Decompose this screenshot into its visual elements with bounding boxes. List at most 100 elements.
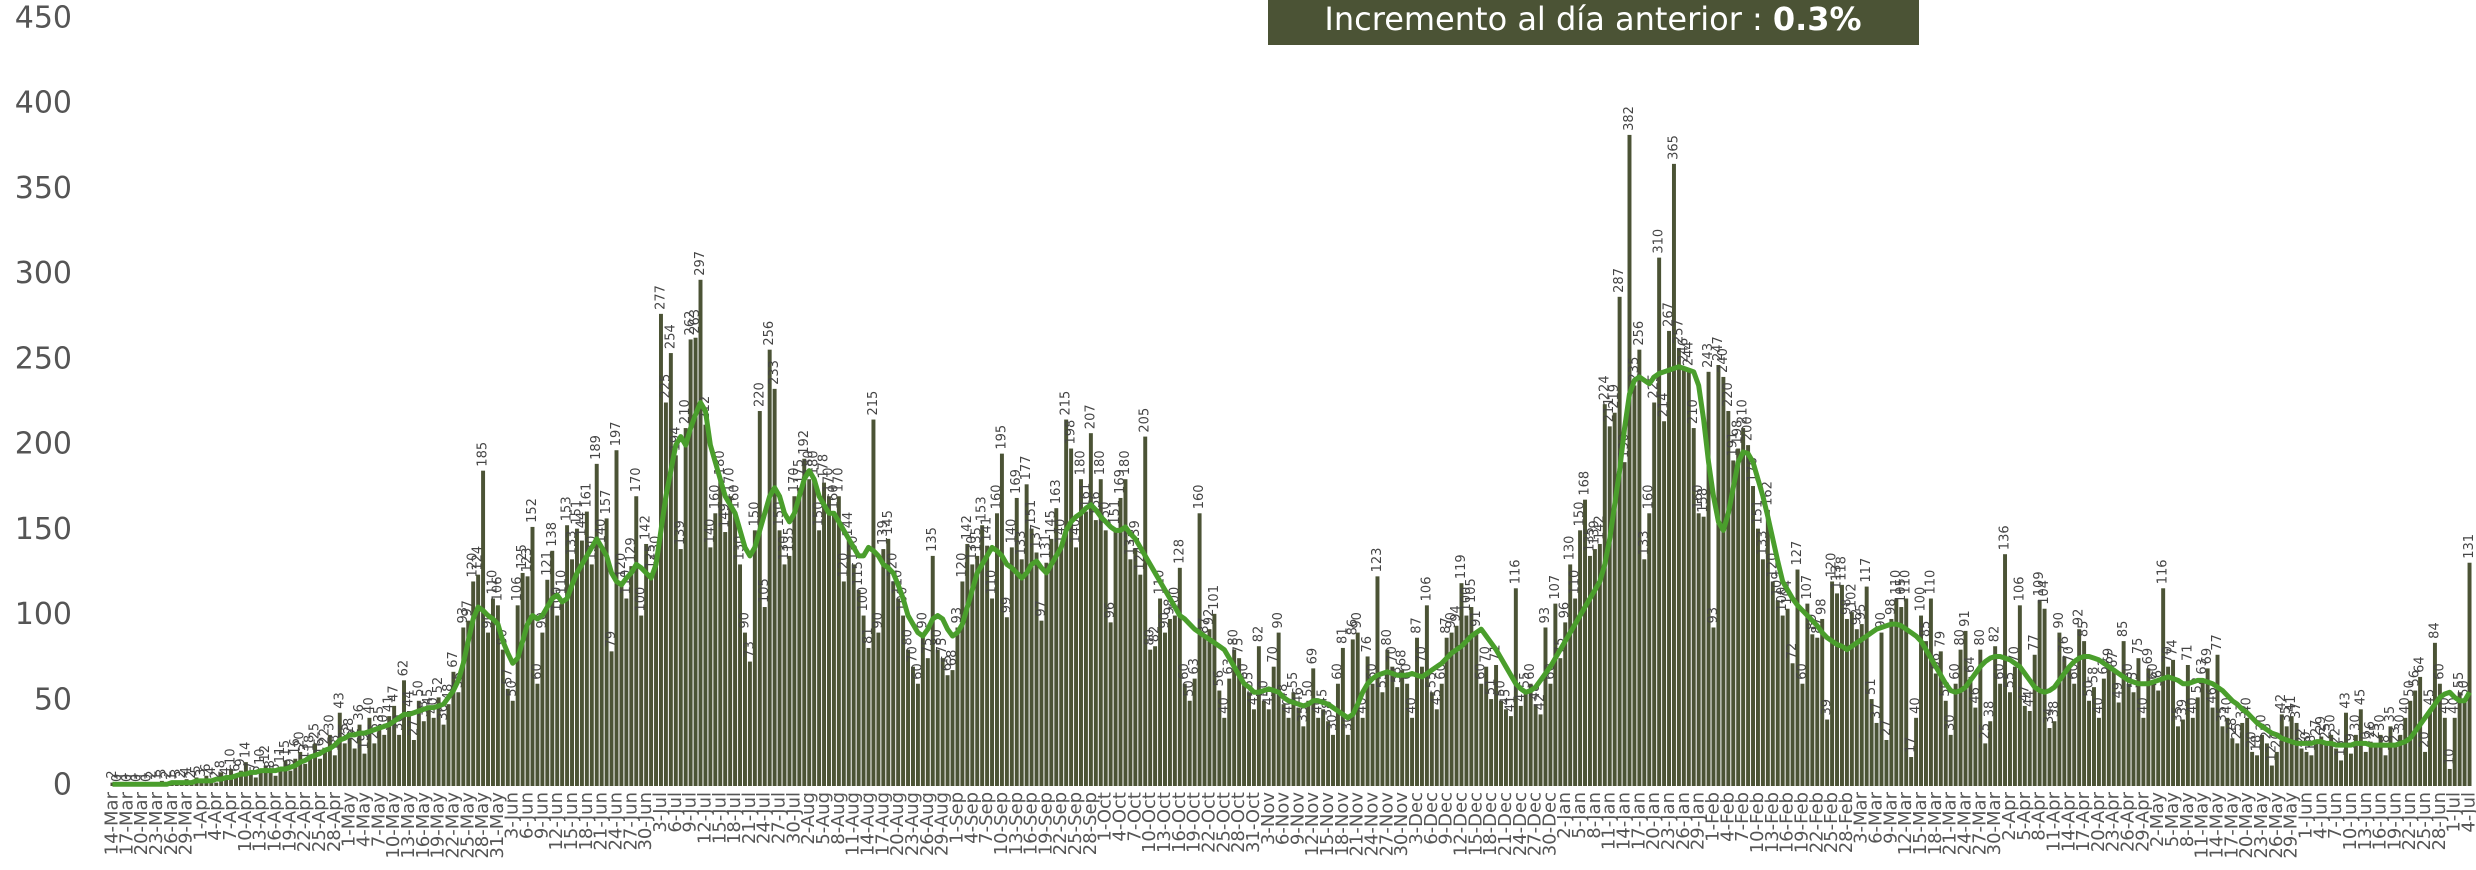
bar: [906, 649, 911, 786]
bar: [708, 547, 713, 786]
bar: [1192, 678, 1197, 786]
bar: [495, 605, 500, 786]
bar: [490, 598, 495, 786]
x-tick-label: 8-May: [2177, 792, 2198, 848]
value-label: 60: [2432, 663, 2447, 680]
x-tick-label: 4-Oct: [1110, 792, 1131, 842]
x-tick-label: 3-Jul: [650, 792, 671, 833]
bar: [1548, 683, 1553, 786]
value-label: 100: [1459, 587, 1474, 612]
x-tick-label: 27-Dec: [1525, 792, 1546, 856]
x-tick-label: 18-Jun: [576, 792, 597, 851]
x-tick-label: 10-Oct: [1139, 792, 1160, 853]
value-label: 142: [960, 515, 975, 540]
x-tick-label: 28-Sep: [1080, 792, 1101, 855]
bar: [1395, 687, 1400, 786]
x-tick-label: 8-Apr: [2029, 791, 2050, 840]
bar: [1024, 484, 1029, 786]
bar: [634, 496, 639, 786]
bar: [846, 540, 851, 786]
y-tick-label: 400: [15, 86, 72, 121]
bar: [985, 545, 990, 786]
x-tick-label: 22-Feb: [1806, 792, 1827, 853]
bar: [1375, 576, 1380, 786]
bar: [1088, 433, 1093, 786]
x-tick-label: 1-May: [339, 792, 360, 848]
bar: [762, 607, 767, 786]
x-tick-label: 15-Jul: [709, 792, 730, 844]
value-label: 157: [599, 490, 614, 515]
x-tick-label: 23-Apr: [2103, 791, 2124, 852]
bar: [1508, 716, 1513, 786]
bar: [2289, 716, 2294, 786]
bar: [510, 700, 515, 786]
bar: [308, 755, 313, 786]
bar: [1622, 462, 1627, 786]
x-tick-label: 8-Aug: [828, 792, 849, 845]
value-label: 160: [1691, 484, 1706, 509]
value-label: 35: [2170, 706, 2185, 723]
bar: [1864, 586, 1869, 786]
value-label: 90: [1271, 612, 1286, 629]
value-label: 70: [1385, 646, 1400, 663]
bar: [1780, 615, 1785, 786]
bar: [1671, 163, 1676, 786]
x-tick-label: 24-Mar: [1955, 791, 1976, 855]
bar: [1217, 690, 1222, 786]
value-label: 64: [2413, 656, 2428, 673]
value-label: 60: [2146, 663, 2161, 680]
x-tick-label: 16-Jun: [2370, 792, 2391, 851]
value-label: 243: [1701, 343, 1716, 368]
bar: [1874, 722, 1879, 786]
bar: [2003, 554, 2008, 786]
bar: [713, 513, 718, 786]
bar: [461, 627, 466, 786]
bar: [945, 675, 950, 786]
bar: [2230, 738, 2235, 786]
x-tick-label: 5-Jan: [1569, 792, 1590, 839]
bar: [1499, 700, 1503, 786]
bar: [1958, 649, 1963, 786]
value-label: 47: [387, 685, 402, 702]
value-label: 194: [668, 427, 683, 452]
value-label: 131: [2462, 534, 2476, 559]
value-label: 220: [752, 382, 767, 407]
value-label: 244: [1681, 341, 1696, 366]
x-tick-label: 29-May: [2281, 792, 2302, 859]
bar: [644, 543, 649, 786]
bar: [2413, 690, 2418, 786]
value-label: 177: [1019, 455, 1034, 480]
bar: [1474, 630, 1479, 786]
bar: [579, 540, 584, 786]
bar: [1276, 632, 1281, 786]
value-label: 93: [456, 607, 471, 624]
bar: [1118, 497, 1123, 786]
value-label: 106: [2012, 577, 2027, 602]
value-label: 254: [663, 324, 678, 349]
x-tick-label: 29-Mar: [176, 791, 197, 855]
value-label: 20: [2245, 731, 2260, 748]
bar: [1681, 366, 1686, 786]
bar: [1271, 666, 1276, 786]
bar: [1775, 600, 1780, 786]
bar: [2106, 668, 2111, 786]
bar: [1365, 656, 1370, 786]
bar: [2348, 753, 2353, 786]
x-tick-label: 31-Oct: [1243, 792, 1264, 853]
x-tick-label: 28-May: [472, 792, 493, 859]
value-label: 80: [930, 629, 945, 646]
value-label: 110: [1889, 570, 1904, 595]
bar: [2215, 654, 2220, 786]
bar: [1138, 574, 1143, 786]
bar: [367, 717, 372, 786]
value-label: 5: [189, 765, 204, 773]
value-label: 256: [1632, 321, 1647, 346]
bar: [303, 763, 308, 786]
bar: [1844, 618, 1849, 786]
value-label: 105: [1464, 578, 1479, 603]
value-label: 106: [490, 577, 505, 602]
bar: [1815, 637, 1820, 786]
value-label: 82: [1251, 626, 1266, 643]
x-tick-label: 19-May: [428, 792, 449, 859]
x-tick-label: 10-Apr: [235, 791, 256, 852]
